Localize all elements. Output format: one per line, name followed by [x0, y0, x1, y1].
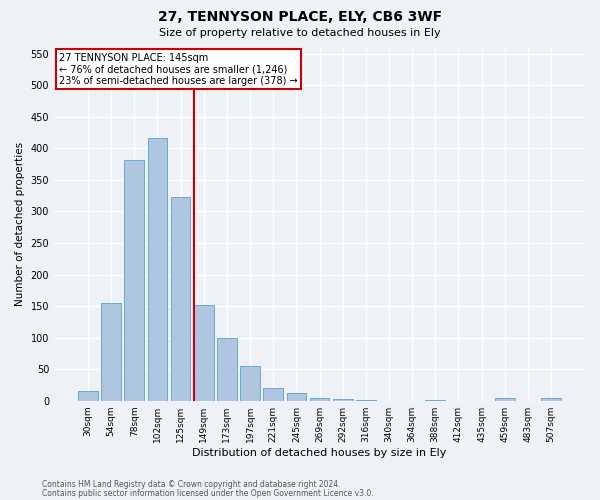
Bar [78, 391, 98, 400]
Text: Size of property relative to detached houses in Ely: Size of property relative to detached ho… [159, 28, 441, 38]
Bar [217, 338, 237, 400]
Bar [240, 366, 260, 400]
Bar [310, 398, 329, 400]
Bar [101, 303, 121, 400]
Text: Contains HM Land Registry data © Crown copyright and database right 2024.: Contains HM Land Registry data © Crown c… [42, 480, 341, 489]
Bar [541, 398, 561, 400]
Bar [263, 388, 283, 400]
Bar [148, 138, 167, 400]
Y-axis label: Number of detached properties: Number of detached properties [15, 142, 25, 306]
Text: 27 TENNYSON PLACE: 145sqm
← 76% of detached houses are smaller (1,246)
23% of se: 27 TENNYSON PLACE: 145sqm ← 76% of detac… [59, 53, 298, 86]
Text: 27, TENNYSON PLACE, ELY, CB6 3WF: 27, TENNYSON PLACE, ELY, CB6 3WF [158, 10, 442, 24]
Bar [287, 393, 306, 400]
Bar [194, 305, 214, 400]
X-axis label: Distribution of detached houses by size in Ely: Distribution of detached houses by size … [193, 448, 447, 458]
Bar [495, 398, 515, 400]
Bar [124, 160, 144, 400]
Bar [171, 197, 190, 400]
Text: Contains public sector information licensed under the Open Government Licence v3: Contains public sector information licen… [42, 490, 374, 498]
